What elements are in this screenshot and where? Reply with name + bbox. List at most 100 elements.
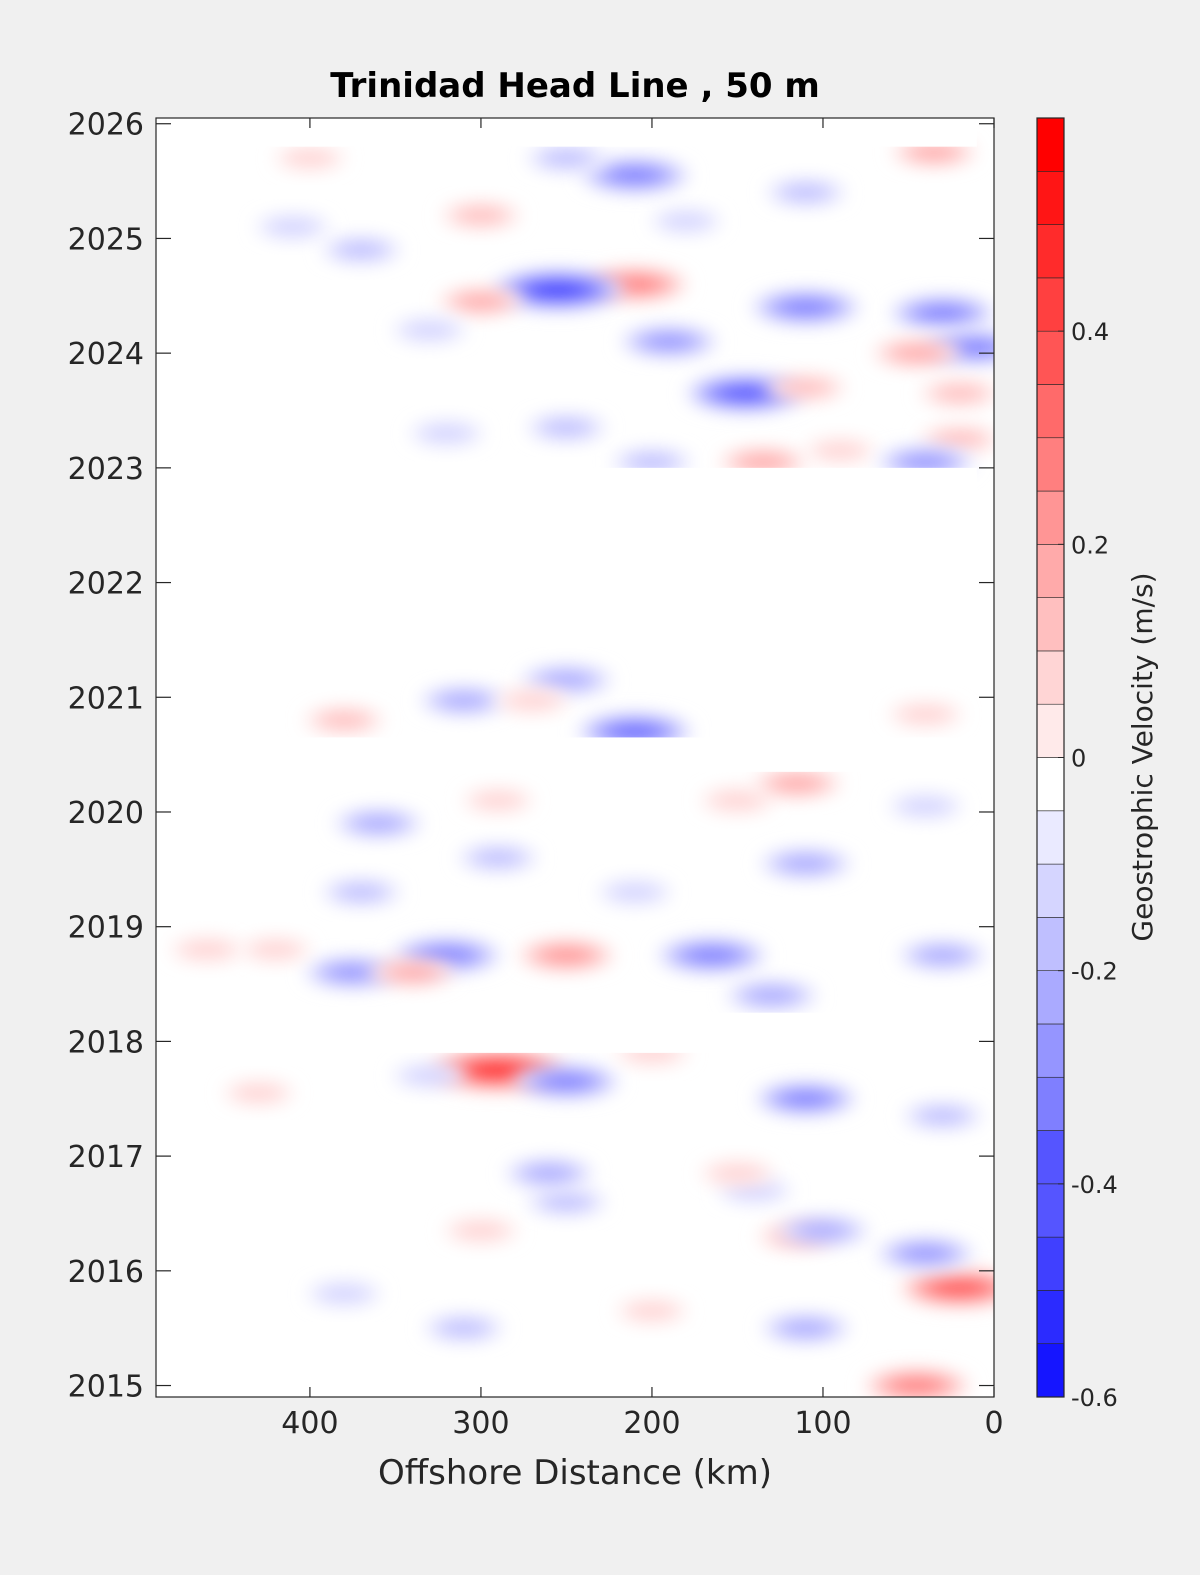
no-data-band [156,118,977,147]
velocity-feature [760,848,852,879]
velocity-feature [725,980,818,1011]
contour-level [895,1378,939,1393]
colorbar-segment [1036,597,1065,652]
contour-level [951,340,994,355]
contour-level [403,1066,456,1085]
velocity-feature [805,438,876,463]
contour-level [441,693,486,708]
contour-level [424,948,470,963]
velocity-feature [620,326,718,358]
contour-level [527,1166,572,1181]
colorbar-segment [1036,330,1065,385]
contour-level [800,1223,846,1239]
colorbar-segment [1036,1130,1065,1185]
contour-level [285,149,335,167]
velocity-feature [321,878,401,906]
velocity-feature [409,420,484,447]
velocity-feature [657,938,767,973]
velocity-feature [761,1313,850,1343]
velocity-feature [334,809,423,838]
contour-level [921,306,965,320]
x-tick-label: 100 [794,1406,851,1441]
velocity-feature [598,879,672,905]
colorbar-segment [1036,1290,1065,1345]
velocity-feature [751,290,861,325]
colorbar-segment [1036,170,1065,225]
contour-level [476,1063,520,1077]
contour-level [613,277,657,292]
colorbar-segment [1036,1236,1065,1291]
colorbar-segment [1036,384,1065,439]
y-tick-label: 2016 [68,1255,144,1290]
velocity-feature [526,414,606,442]
contour-level [627,1302,677,1320]
contour-level [318,1284,371,1303]
velocity-feature [754,1082,858,1115]
contour-level [936,385,983,401]
contour-level [903,1246,948,1261]
y-tick-label: 2020 [68,796,144,831]
velocity-feature [526,144,606,172]
contour-level [783,1320,828,1336]
colorbar-tick-label: 0.2 [1071,531,1109,559]
contour-level [544,1074,589,1089]
chart-title: Trinidad Head Line , 50 m [330,66,820,106]
plot-frame [155,117,995,1398]
velocity-contours [170,138,994,1397]
velocity-feature [888,793,963,819]
y-tick-label: 2025 [68,222,144,257]
colorbar-segment [1036,650,1065,705]
contour-level [543,672,590,688]
contour-level [233,1084,284,1102]
velocity-feature [520,665,613,695]
contour-level [783,184,829,201]
colorbar-segment [1036,970,1065,1025]
velocity-feature [700,787,775,814]
colorbar-segment [1036,117,1065,172]
contour-level [647,334,691,349]
contour-level [181,940,234,959]
x-axis-label: Offshore Distance (km) [378,1453,772,1493]
velocity-feature [495,688,570,714]
contour-level [661,212,711,230]
y-tick-label: 2023 [68,452,144,487]
velocity-feature [441,202,521,229]
contour-level [612,168,658,183]
colorbar-segment [1036,757,1065,812]
colorbar-label: Geostrophic Velocity (m/s) [1126,572,1159,941]
contour-level [711,1164,764,1183]
x-tick-label: 0 [984,1406,1003,1441]
velocity-feature [304,706,384,734]
contour-level [475,850,521,866]
contour-level [913,145,956,160]
x-tick-label: 400 [281,1406,338,1441]
no-data-band [156,467,977,629]
colorbar-segment [1036,544,1065,598]
contour-level [321,712,367,728]
contour-level [748,988,795,1003]
colorbar-segment [1036,1343,1065,1398]
contour-level [613,725,657,739]
velocity-feature [920,425,994,453]
contour-level [535,283,581,297]
x-tick-label: 200 [623,1406,680,1441]
velocity-feature [920,380,994,407]
velocity-feature [877,1238,975,1270]
velocity-feature [491,270,625,310]
colorbar-segment [1036,277,1065,332]
velocity-feature [444,1218,518,1244]
contour-level [356,816,401,831]
y-axis: 2015 2016 2017 2018 2019 2020 2021 2022 2023 2024… [68,108,994,1405]
colorbar-segment [1036,1076,1065,1131]
velocity-feature [903,1102,983,1130]
velocity-feature [307,1281,381,1307]
contour-level [784,1092,827,1106]
contour-level [250,941,301,959]
contour-level [330,965,375,980]
colorbar-segment [1036,224,1065,279]
contour-level [506,691,559,710]
colorbar-tick-label: -0.2 [1071,958,1118,986]
y-tick-label: 2021 [68,681,144,716]
velocity-feature [424,1314,504,1342]
